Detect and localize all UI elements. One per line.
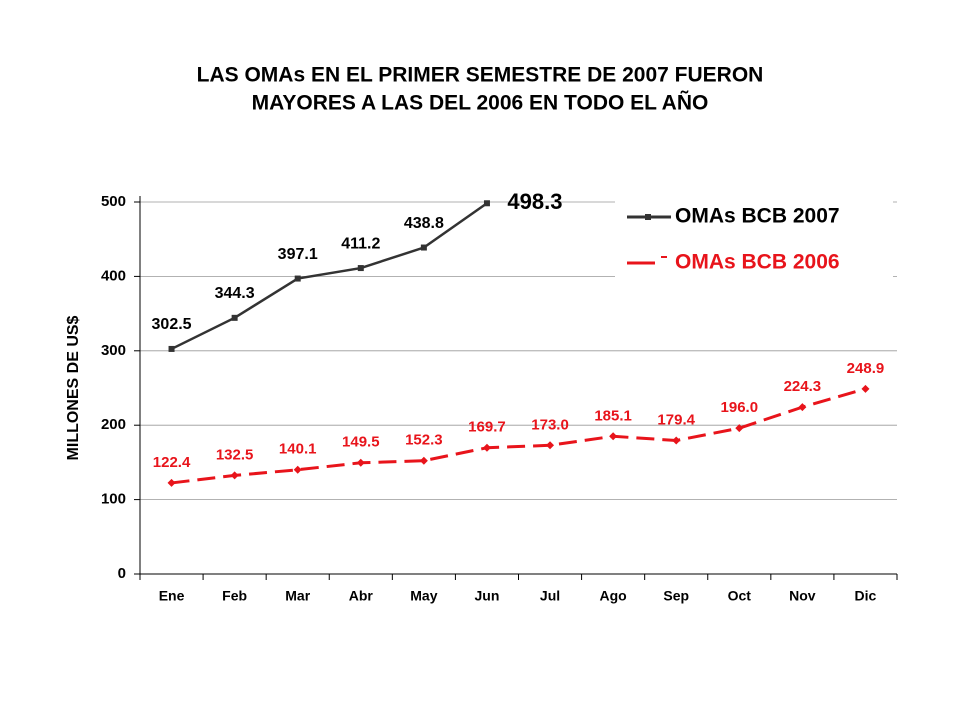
y-tick-label: 200 (101, 416, 126, 433)
x-tick-label: Jun (475, 588, 500, 604)
x-tick-label: Ago (600, 588, 627, 604)
legend-label: OMAs BCB 2007 (675, 205, 840, 228)
point (294, 275, 301, 282)
x-tick-label: Abr (349, 588, 374, 604)
x-tick-label: Feb (222, 588, 247, 604)
series-line (170, 202, 488, 351)
point (609, 432, 618, 441)
point (483, 200, 490, 207)
data-label: 224.3 (784, 378, 822, 395)
data-label: 140.1 (279, 441, 317, 458)
point (231, 314, 238, 321)
data-label: 169.7 (468, 419, 506, 436)
data-label: 196.0 (721, 399, 759, 416)
legend-marker (645, 214, 651, 220)
point (482, 443, 491, 452)
x-tick-label: Ene (159, 588, 185, 604)
point (167, 478, 176, 487)
point (798, 403, 807, 412)
x-tick-label: Dic (855, 588, 877, 604)
data-label: 302.5 (152, 316, 192, 333)
y-tick-label: 0 (118, 565, 126, 582)
chart-title: LAS OMAs EN EL PRIMER SEMESTRE DE 2007 F… (197, 64, 764, 87)
data-label: 397.1 (278, 246, 318, 263)
data-label: 185.1 (594, 407, 632, 424)
data-label: 498.3 (507, 189, 562, 214)
data-label: 344.3 (215, 285, 255, 302)
data-label: 438.8 (404, 215, 444, 232)
x-tick-label: May (410, 588, 437, 604)
chart-title: MAYORES A LAS DEL 2006 EN TODO EL AÑO (252, 92, 709, 115)
point (357, 265, 364, 272)
data-label: 122.4 (153, 454, 191, 471)
x-tick-label: Mar (285, 588, 310, 604)
point (419, 456, 428, 465)
y-axis-label: MILLONES DE US$ (65, 315, 82, 460)
legend-label: OMAs BCB 2006 (675, 251, 840, 274)
point (420, 244, 427, 251)
data-label: 132.5 (216, 446, 254, 463)
data-label: 152.3 (405, 432, 443, 449)
data-label: 149.5 (342, 434, 380, 451)
point (356, 458, 365, 467)
data-label: 173.0 (531, 416, 569, 433)
point (293, 465, 302, 474)
data-label: 248.9 (847, 360, 885, 377)
series-line (171, 387, 866, 485)
point (168, 345, 175, 352)
point (672, 436, 681, 445)
x-tick-label: Jul (540, 588, 560, 604)
point (546, 441, 555, 450)
y-tick-label: 100 (101, 491, 126, 508)
point (735, 424, 744, 433)
y-tick-label: 400 (101, 267, 126, 284)
point (230, 471, 239, 480)
data-label: 179.4 (657, 411, 695, 428)
x-tick-label: Oct (728, 588, 752, 604)
x-tick-label: Sep (663, 588, 689, 604)
legend-box (615, 193, 893, 283)
y-tick-label: 300 (101, 342, 126, 359)
y-tick-label: 500 (101, 193, 126, 210)
data-label: 411.2 (341, 235, 380, 252)
x-tick-label: Nov (789, 588, 816, 604)
point (861, 384, 870, 393)
